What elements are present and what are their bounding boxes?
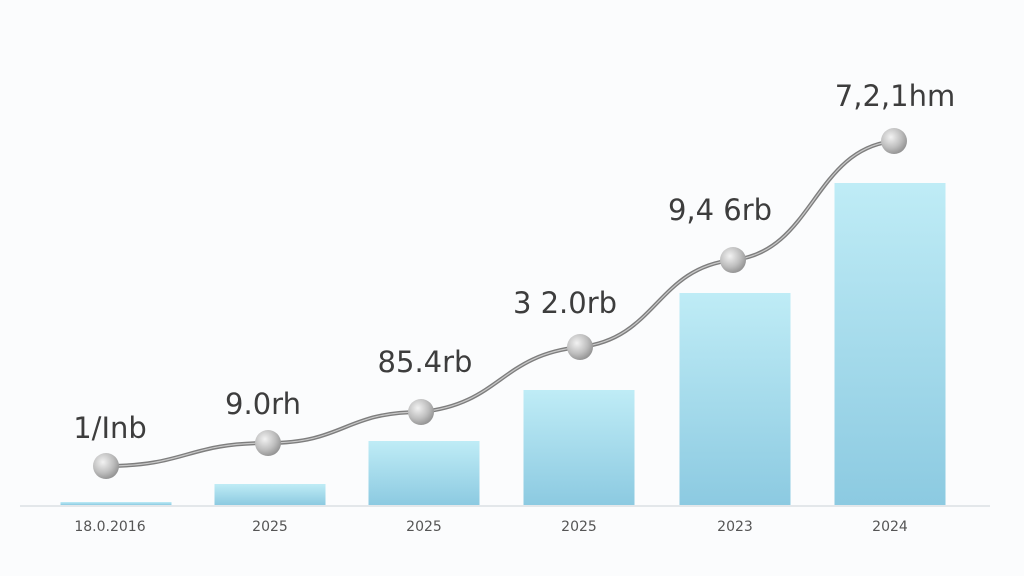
x-tick-label-2: 2025 xyxy=(406,519,442,535)
x-tick-label-4: 2023 xyxy=(717,519,753,535)
data-label-1: 9.0rh xyxy=(225,387,301,421)
data-label-0: 1/Inb xyxy=(73,411,147,445)
data-label-3: 3 2.0rb xyxy=(513,286,617,320)
x-tick-label-5: 2024 xyxy=(872,519,908,535)
data-label-5: 7,2,1hm xyxy=(835,79,955,113)
x-tick-label-1: 2025 xyxy=(252,519,288,535)
point-5 xyxy=(881,128,907,154)
bar-5 xyxy=(834,183,946,505)
x-tick-label-3: 2025 xyxy=(561,519,597,535)
bar-1 xyxy=(214,484,326,505)
bar-4 xyxy=(679,293,791,505)
point-3 xyxy=(567,334,593,360)
point-0 xyxy=(93,453,119,479)
bar-2 xyxy=(368,441,480,505)
point-1 xyxy=(255,430,281,456)
data-label-2: 85.4rb xyxy=(378,345,473,379)
point-2 xyxy=(408,399,434,425)
point-4 xyxy=(720,247,746,273)
data-label-4: 9,4 6rb xyxy=(668,193,772,227)
bar-3 xyxy=(523,390,635,505)
trend-line-highlight xyxy=(105,140,895,467)
bar-0 xyxy=(60,502,172,505)
x-tick-label-0: 18.0.2016 xyxy=(74,519,145,535)
